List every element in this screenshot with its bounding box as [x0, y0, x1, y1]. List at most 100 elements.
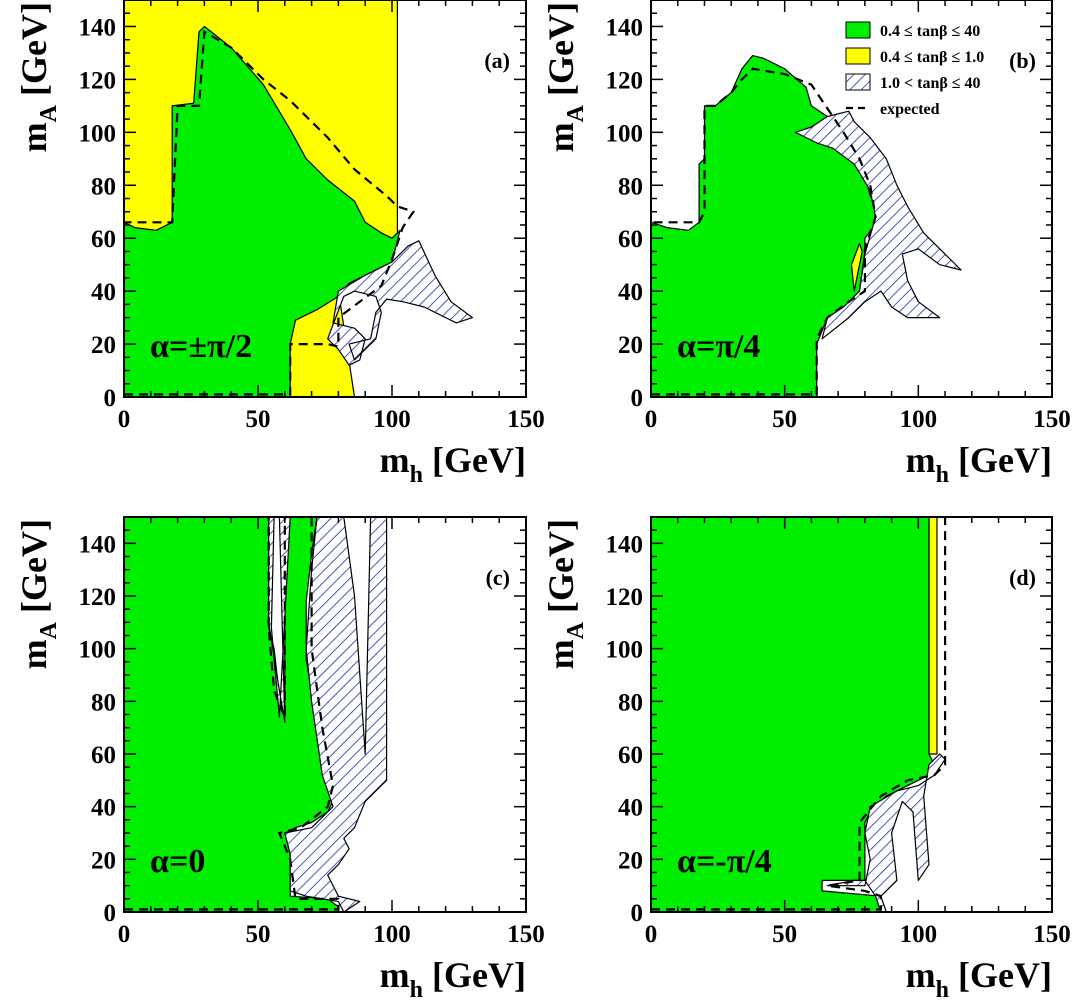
y-axis-subscript: A: [36, 621, 62, 639]
y-tick-label: 120: [606, 584, 644, 611]
legend-label: 0.4 ≤ tanβ ≤ 1.0: [880, 49, 984, 66]
x-axis-title: mh [GeV]: [380, 440, 526, 488]
x-axis-symbol: m: [380, 440, 410, 480]
y-axis-subscript: A: [563, 621, 589, 639]
legend-swatch-yellow: [845, 47, 871, 65]
y-tick-label: 20: [618, 332, 643, 359]
x-axis-unit: [GeV]: [949, 440, 1052, 480]
x-tick-label: 50: [772, 406, 797, 433]
x-tick-label: 150: [1033, 406, 1071, 433]
y-axis-symbol: m: [14, 122, 54, 152]
y-tick-label: 40: [91, 279, 116, 306]
region-yellow-1: [850, 242, 863, 292]
x-tick-label: 100: [373, 406, 411, 433]
y-tick-label: 100: [606, 637, 644, 664]
y-tick-label: 100: [79, 120, 117, 147]
plot-area: [124, 0, 526, 397]
x-tick-label: 150: [507, 406, 545, 433]
y-tick-label: 40: [618, 795, 643, 822]
y-tick-label: 0: [104, 900, 117, 927]
y-tick-label: 120: [79, 67, 117, 94]
x-tick-label: 0: [118, 406, 131, 433]
legend-swatch-green: [845, 21, 871, 39]
y-tick-label: 140: [79, 531, 117, 558]
y-tick-label: 80: [618, 689, 643, 716]
y-tick-label: 80: [618, 173, 643, 200]
x-tick-label: 50: [246, 921, 271, 948]
legend-item: 0.4 ≤ tanβ ≤ 1.0: [845, 47, 984, 66]
y-axis-unit: [GeV]: [541, 519, 581, 622]
y-axis-unit: [GeV]: [14, 2, 54, 105]
legend-item: 0.4 ≤ tanβ ≤ 40: [845, 21, 980, 40]
panel-tag: (a): [484, 48, 510, 73]
panel-tag: (b): [1009, 48, 1036, 73]
x-tick-label: 100: [373, 921, 411, 948]
alpha-label: α=0: [150, 843, 205, 880]
y-tick-label: 100: [79, 637, 117, 664]
x-tick-label: 150: [507, 921, 545, 948]
x-axis-subscript: h: [410, 977, 423, 1002]
y-axis-title: mA [GeV]: [541, 519, 589, 669]
y-tick-label: 40: [618, 279, 643, 306]
y-tick-label: 0: [631, 385, 644, 412]
y-axis-symbol: m: [541, 639, 581, 669]
y-tick-label: 100: [606, 120, 644, 147]
legend: 0.4 ≤ tanβ ≤ 40 0.4 ≤ tanβ ≤ 1.0 1.0 < tan…: [845, 21, 984, 118]
expected-limit-line: [124, 29, 416, 396]
x-axis-symbol: m: [906, 955, 936, 995]
legend-item: expected: [846, 101, 940, 118]
expected-limit-line: [651, 517, 947, 911]
x-axis-unit: [GeV]: [423, 440, 526, 480]
y-tick-label: 120: [606, 67, 644, 94]
legend-swatch-hatch: [845, 73, 871, 91]
y-tick-label: 80: [91, 173, 116, 200]
y-tick-label: 20: [91, 847, 116, 874]
alpha-label: α=-π/4: [677, 843, 772, 880]
region-hatch-1: [268, 517, 291, 724]
x-axis-symbol: m: [380, 955, 410, 995]
plot-area: [124, 517, 526, 912]
y-axis-symbol: m: [541, 122, 581, 152]
region-hatch-2: [284, 517, 388, 912]
x-axis-subscript: h: [936, 462, 949, 488]
x-tick-label: 100: [900, 921, 938, 948]
x-tick-label: 0: [118, 921, 131, 948]
y-axis-subscript: A: [36, 104, 62, 122]
y-tick-label: 60: [618, 226, 643, 253]
legend-label: 1.0 < tanβ ≤ 40: [880, 75, 981, 92]
x-axis-unit: [GeV]: [423, 955, 526, 995]
plot-area: [651, 0, 1052, 397]
x-axis-subscript: h: [936, 977, 949, 1002]
x-axis-subscript: h: [410, 462, 423, 488]
y-tick-label: 140: [606, 14, 644, 41]
region-green-1: [124, 25, 401, 397]
region-yellow-0: [928, 517, 938, 755]
expected-limit-line: [651, 67, 877, 396]
y-axis-subscript: A: [563, 104, 589, 122]
y-tick-label: 20: [618, 847, 643, 874]
x-tick-label: 0: [645, 406, 658, 433]
y-tick-label: 60: [91, 742, 116, 769]
y-tick-label: 140: [606, 531, 644, 558]
y-tick-label: 140: [79, 14, 117, 41]
y-tick-label: 120: [79, 584, 117, 611]
x-tick-label: 50: [246, 406, 271, 433]
y-tick-label: 40: [91, 795, 116, 822]
region-hatch-2: [327, 240, 473, 366]
panel-tag: (d): [1009, 565, 1036, 590]
y-tick-label: 0: [104, 385, 117, 412]
alpha-label: α=π/4: [677, 328, 760, 365]
plot-area: [651, 517, 1052, 912]
x-axis-symbol: m: [906, 440, 936, 480]
x-tick-label: 0: [645, 921, 658, 948]
legend-item: 1.0 < tanβ ≤ 40: [845, 73, 981, 92]
x-axis-title: mh [GeV]: [906, 440, 1052, 488]
x-tick-label: 150: [1033, 921, 1071, 948]
y-axis-symbol: m: [14, 639, 54, 669]
y-tick-label: 60: [91, 226, 116, 253]
y-tick-label: 60: [618, 742, 643, 769]
